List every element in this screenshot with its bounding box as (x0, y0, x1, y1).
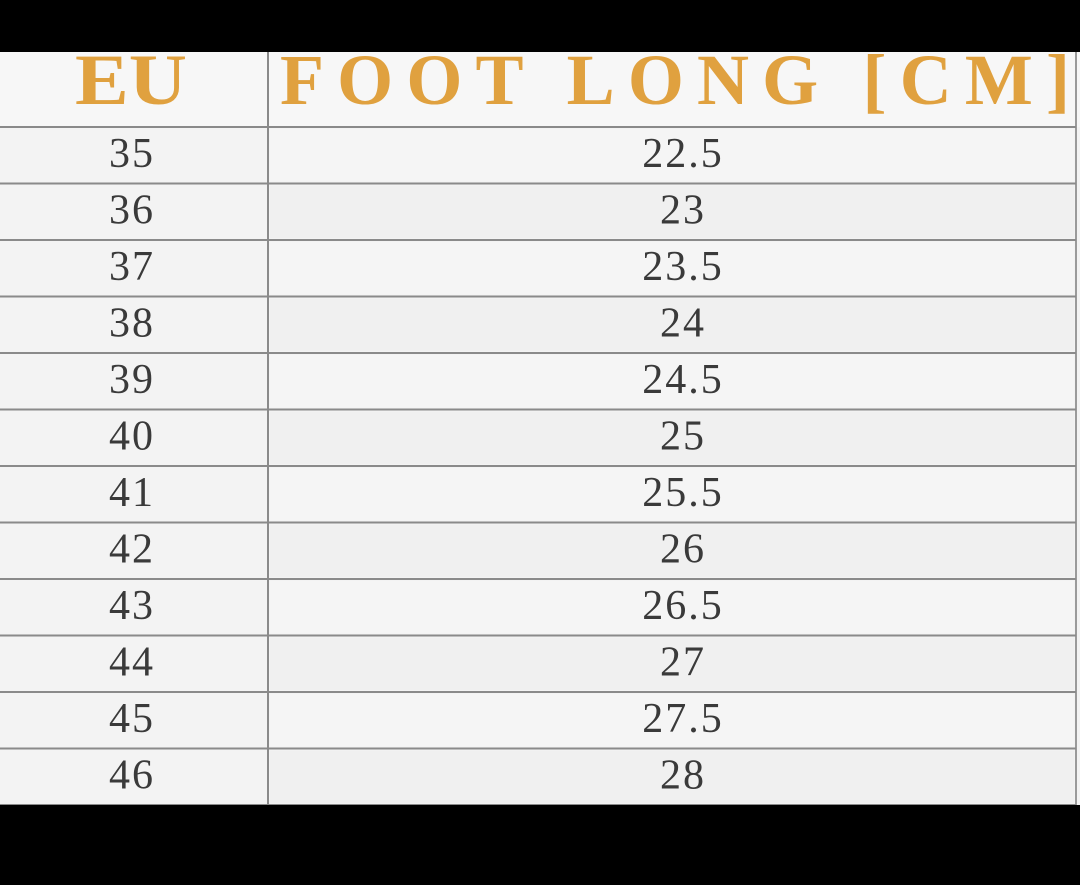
size-cell: 46 (109, 752, 155, 798)
header-cell: EU (75, 40, 187, 120)
length-cell: 24 (660, 300, 706, 346)
length-cell: 22.5 (642, 131, 724, 177)
header-cell: FOOT LONG [CM] (280, 40, 1070, 120)
size-cell: 39 (109, 357, 155, 403)
row-band (270, 411, 1074, 464)
size-cell: 41 (109, 470, 155, 516)
row-band (270, 750, 1074, 803)
row-band (270, 524, 1074, 577)
length-cell: 27 (660, 639, 706, 685)
length-cell: 25.5 (642, 470, 724, 516)
length-cell: 26 (660, 526, 706, 572)
size-cell: 43 (109, 583, 155, 629)
size-cell: 35 (109, 131, 155, 177)
size-cell: 40 (109, 413, 155, 459)
row-band (270, 581, 1074, 634)
row-band (270, 298, 1074, 351)
size-cell: 37 (109, 244, 155, 290)
row-band (270, 129, 1074, 182)
row-band (270, 694, 1074, 747)
row-band (270, 185, 1074, 238)
length-cell: 25 (660, 413, 706, 459)
length-cell: 27.5 (642, 696, 724, 742)
length-cell: 23.5 (642, 244, 724, 290)
size-cell: 44 (109, 639, 155, 685)
table: EU FOOT LONG [CM] 35 22.5 36 23 37 23.5 38 24 39… (0, 40, 1080, 805)
size-cell: 36 (109, 187, 155, 233)
row-band (270, 468, 1074, 521)
size-cell: 42 (109, 526, 155, 572)
row-band (270, 242, 1074, 295)
length-cell: 26.5 (642, 583, 724, 629)
size-cell: 38 (109, 300, 155, 346)
header-row (0, 52, 1080, 127)
length-cell: 28 (660, 752, 706, 798)
size-cell: 45 (109, 696, 155, 742)
row-band (270, 355, 1074, 408)
row-band (270, 637, 1074, 690)
length-cell: 23 (660, 187, 706, 233)
length-cell: 24.5 (642, 357, 724, 403)
